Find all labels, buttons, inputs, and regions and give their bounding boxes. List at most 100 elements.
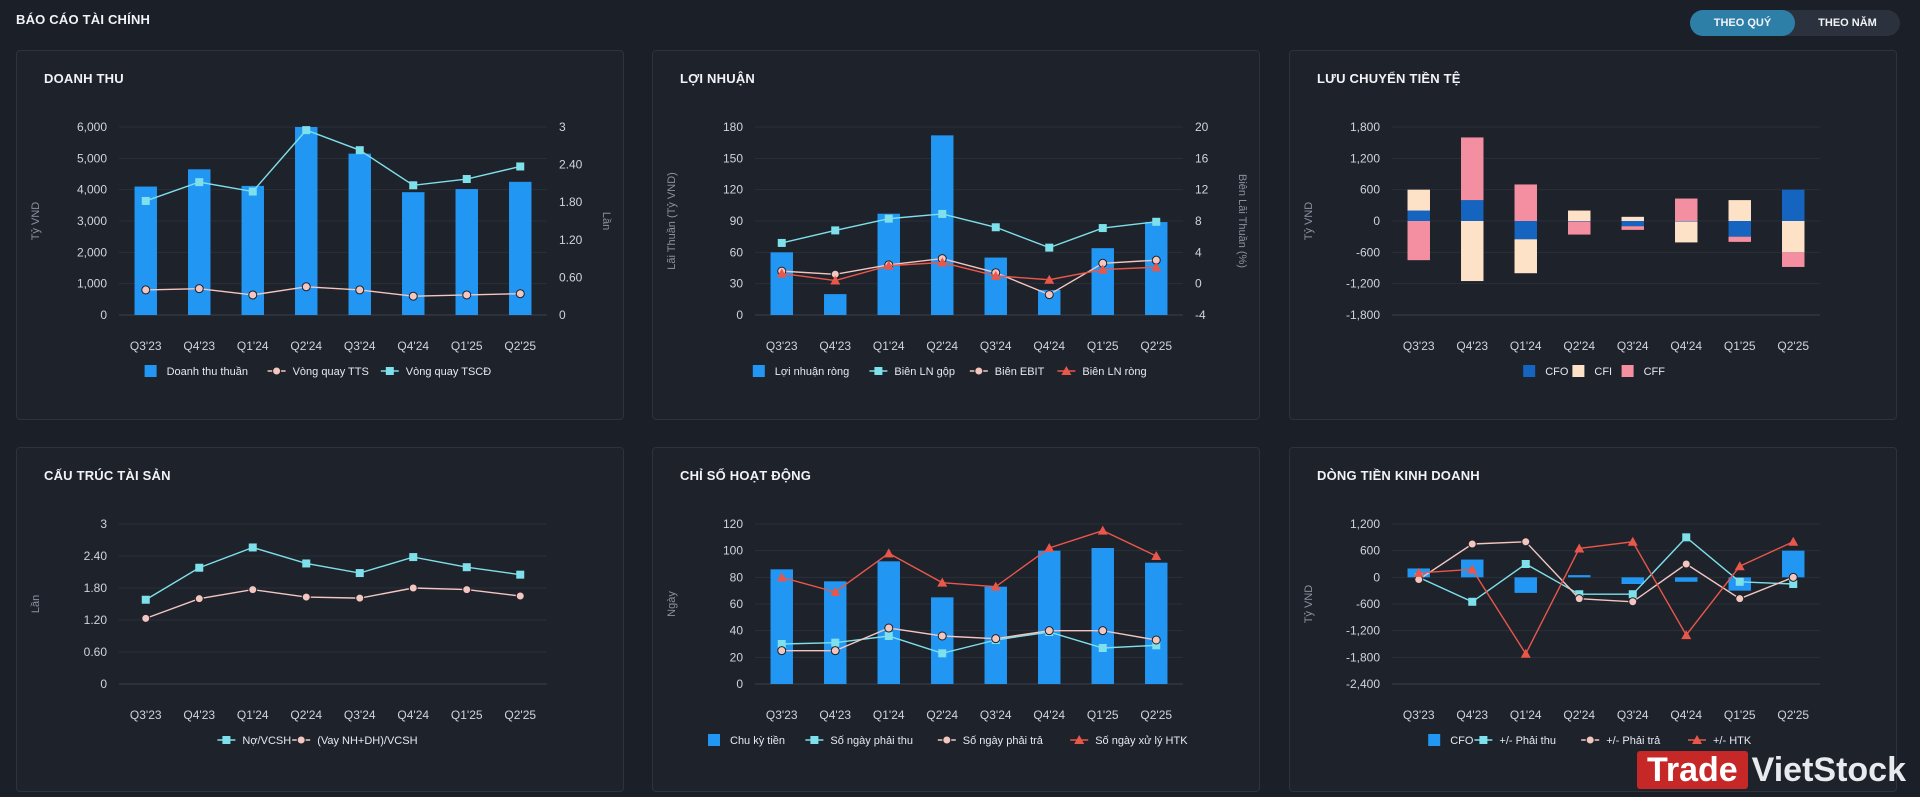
data-point bbox=[830, 587, 841, 596]
bar bbox=[824, 294, 847, 315]
data-point bbox=[884, 623, 894, 633]
y-tick-label: 60 bbox=[730, 245, 744, 259]
data-point bbox=[1628, 590, 1637, 599]
y-tick-label: 0 bbox=[736, 308, 743, 322]
legend-symbol-marker bbox=[272, 366, 282, 376]
page-title: BÁO CÁO TÀI CHÍNH bbox=[16, 12, 151, 27]
y-tick-label: 1,200 bbox=[1350, 517, 1380, 531]
bar bbox=[241, 185, 264, 315]
bar bbox=[348, 153, 371, 315]
logo-part2: VietStock bbox=[1751, 750, 1906, 789]
data-point bbox=[302, 559, 311, 568]
bar-cfi bbox=[1728, 200, 1751, 221]
y-tick-label: 3 bbox=[100, 517, 107, 531]
y-axis-title: Ngày bbox=[666, 591, 678, 617]
bar-cfi bbox=[1514, 239, 1537, 274]
chart-asset-structure: 3 2.40 1.80 1.20 0.60 0 Q3'23 Q4'23 Q1'24 Q2'24 Q3… bbox=[30, 517, 547, 747]
bar bbox=[134, 186, 157, 315]
data-point bbox=[408, 291, 418, 301]
legend-symbol-marker bbox=[1479, 736, 1488, 744]
bar-cfo bbox=[1568, 221, 1591, 222]
data-point bbox=[991, 634, 1001, 644]
data-point bbox=[462, 585, 472, 595]
y2-tick-label: 20 bbox=[1195, 120, 1209, 134]
bar bbox=[1675, 577, 1698, 582]
x-tick-label: Q2'24 bbox=[290, 339, 322, 353]
tab-quarter[interactable]: THEO QUÝ bbox=[1690, 10, 1795, 36]
bar-cff bbox=[1514, 184, 1537, 221]
data-point bbox=[1734, 561, 1745, 571]
legend-label: +/- Phải thu bbox=[1499, 735, 1556, 747]
series-line bbox=[1418, 541, 1794, 656]
y-tick-label: 0.60 bbox=[84, 645, 108, 659]
series-line bbox=[781, 257, 1157, 296]
data-point bbox=[776, 268, 787, 278]
data-point bbox=[1735, 594, 1745, 604]
y-tick-label: 60 bbox=[730, 597, 744, 611]
bar-cfi bbox=[1568, 210, 1591, 221]
x-tick-label: Q2'24 bbox=[926, 708, 958, 722]
x-tick-label: Q4'23 bbox=[819, 339, 851, 353]
data-point bbox=[777, 646, 787, 656]
y2-tick-label: 0 bbox=[1195, 277, 1202, 291]
y-tick-label: 6,000 bbox=[77, 120, 107, 134]
bar bbox=[1038, 550, 1061, 684]
y-tick-label: 1,800 bbox=[1350, 120, 1380, 134]
card-title-asset-structure: CẤU TRÚC TÀI SẢN bbox=[44, 468, 171, 483]
x-tick-label: Q1'24 bbox=[237, 339, 269, 353]
x-tick-label: Q1'25 bbox=[1087, 339, 1119, 353]
tab-year[interactable]: THEO NĂM bbox=[1818, 17, 1877, 29]
data-point bbox=[1044, 543, 1055, 552]
data-point bbox=[1574, 543, 1585, 553]
x-tick-label: Q3'23 bbox=[766, 339, 798, 353]
y2-tick-label: 16 bbox=[1195, 151, 1209, 165]
data-point bbox=[1151, 262, 1162, 272]
legend-symbol bbox=[1572, 365, 1585, 377]
y2-tick-label: 2.40 bbox=[559, 158, 583, 172]
period-toggle[interactable]: THEO QUÝ THEO NĂM bbox=[1690, 10, 1900, 36]
x-tick-label: Q2'24 bbox=[1563, 708, 1595, 722]
y-tick-label: 120 bbox=[723, 183, 743, 197]
data-point bbox=[990, 581, 1001, 591]
data-point bbox=[1468, 597, 1477, 606]
bar-cff bbox=[1675, 198, 1698, 221]
card-profit: LỢI NHUẬN 180 150 120 90 60 30 0 20 16 12 8 4 0 -4 Q3'… bbox=[652, 50, 1260, 420]
bar-cff bbox=[1568, 221, 1591, 235]
data-point bbox=[301, 592, 311, 602]
data-point bbox=[830, 275, 841, 285]
legend-label: (Vay NH+DH)/VCSH bbox=[317, 735, 417, 747]
bar-cff bbox=[1728, 236, 1751, 242]
x-tick-label: Q3'23 bbox=[1403, 339, 1435, 353]
bar bbox=[455, 189, 478, 315]
y-axis-title: Tỷ VND bbox=[1303, 585, 1315, 624]
y-tick-label: 80 bbox=[730, 570, 744, 584]
data-point bbox=[1152, 217, 1161, 226]
y-tick-label: -600 bbox=[1356, 245, 1380, 259]
logo-part1: Trade bbox=[1636, 751, 1748, 789]
chart-profit: 180 150 120 90 60 30 0 20 16 12 8 4 0 -4 Q3'23 Q4'23 Q1'… bbox=[666, 120, 1248, 378]
data-point bbox=[1151, 635, 1161, 645]
y-tick-label: -1,800 bbox=[1346, 308, 1380, 322]
y-tick-label: 180 bbox=[723, 120, 743, 134]
data-point bbox=[1788, 572, 1798, 582]
legend-label: Lợi nhuận ròng bbox=[775, 366, 850, 378]
data-point bbox=[194, 594, 204, 604]
data-point bbox=[301, 282, 311, 292]
data-point bbox=[776, 572, 787, 582]
bar bbox=[770, 252, 793, 315]
y2-tick-label: 1.80 bbox=[559, 195, 583, 209]
legend-label: CFI bbox=[1594, 366, 1612, 378]
y-tick-label: -600 bbox=[1356, 597, 1380, 611]
x-tick-label: Q4'24 bbox=[1670, 339, 1702, 353]
legend-label: Chu kỳ tiền bbox=[730, 735, 785, 747]
y2-tick-label: 8 bbox=[1195, 214, 1202, 228]
x-tick-label: Q2'25 bbox=[1140, 708, 1172, 722]
x-tick-label: Q4'23 bbox=[1456, 339, 1488, 353]
data-point bbox=[1044, 274, 1055, 284]
y-tick-label: 600 bbox=[1360, 183, 1380, 197]
y2-axis-title: Biên Lãi Thuần (%) bbox=[1236, 174, 1248, 268]
bar-cff bbox=[1407, 221, 1430, 261]
y-axis-title: Tỷ VND bbox=[30, 202, 42, 241]
x-tick-label: Q4'24 bbox=[1670, 708, 1702, 722]
y-tick-label: 90 bbox=[730, 214, 744, 228]
